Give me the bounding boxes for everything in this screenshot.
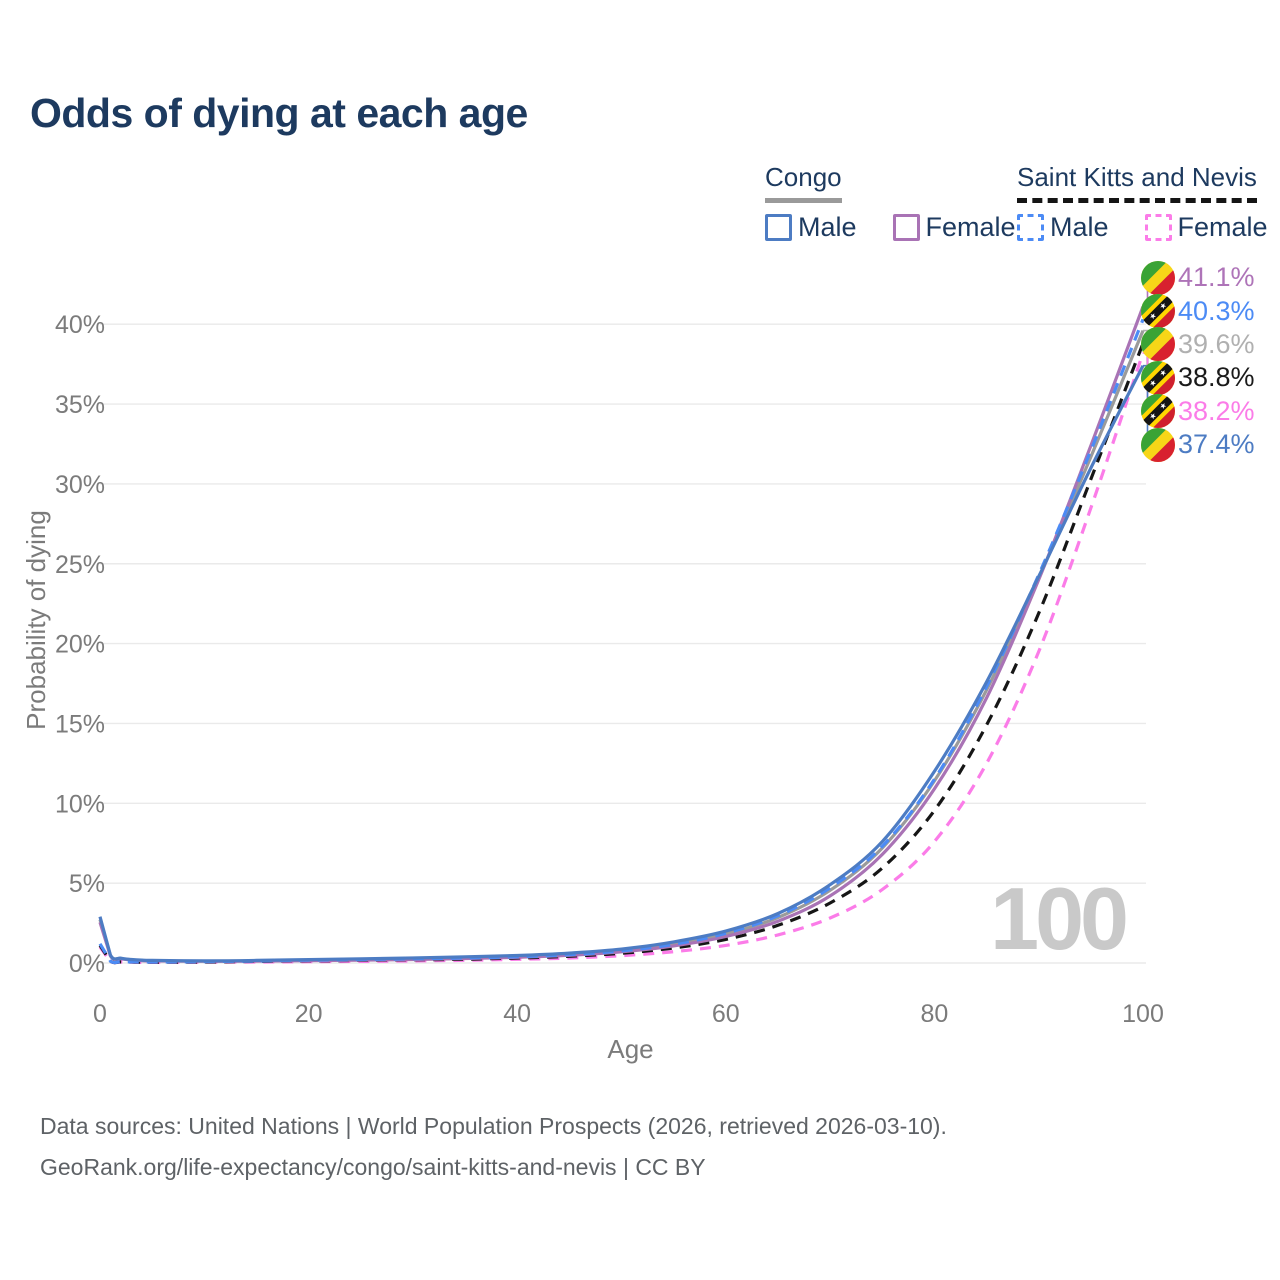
legend-label-skn-female: Female: [1177, 212, 1268, 242]
congo-flag-icon: [1141, 261, 1175, 295]
y-tick-label: 0%: [69, 950, 105, 978]
series-line-skn-both[interactable]: [98, 342, 1145, 965]
congo-male-swatch-icon: [765, 214, 792, 241]
skn-male-swatch-icon: [1017, 214, 1044, 241]
end-value-skn-female: 38.2%: [1178, 395, 1255, 426]
footer-attribution: GeoRank.org/life-expectancy/congo/saint-…: [40, 1154, 706, 1180]
legend-country-congo[interactable]: Congo: [765, 162, 842, 203]
end-value-skn-male: 40.3%: [1178, 295, 1255, 326]
series-line-skn-male[interactable]: [98, 318, 1145, 965]
x-tick-label: 100: [1122, 1000, 1164, 1028]
congo-flag-icon: [1141, 428, 1175, 462]
x-axis-title: Age: [607, 1034, 653, 1064]
end-label-row: 39.6%: [1141, 328, 1255, 361]
end-value-skn-both: 38.8%: [1178, 362, 1255, 393]
y-tick-label: 35%: [55, 391, 105, 419]
end-label-row: 40.3%: [1141, 294, 1255, 327]
saint-kitts-and-nevis-flag-icon: [1141, 361, 1175, 395]
y-tick-label: 5%: [69, 870, 105, 898]
y-tick-label: 15%: [55, 710, 105, 738]
y-axis-title: Probability of dying: [21, 510, 51, 730]
end-value-congo-female: 41.1%: [1178, 262, 1255, 293]
x-tick-label: 80: [920, 1000, 948, 1028]
legend-country-saint-kitts-and-nevis[interactable]: Saint Kitts and Nevis: [1017, 162, 1257, 203]
saint-kitts-and-nevis-flag-icon: [1141, 294, 1175, 328]
y-tick-label: 20%: [55, 631, 105, 659]
legend-item-skn-female[interactable]: Female: [1144, 212, 1268, 243]
footer: Data sources: United Nations | World Pop…: [40, 1106, 1220, 1188]
y-tick-label: 10%: [55, 790, 105, 818]
end-value-congo-both: 39.6%: [1178, 328, 1255, 359]
x-tick-label: 0: [93, 1000, 107, 1028]
x-tick-label: 60: [712, 1000, 740, 1028]
series-line-skn-female[interactable]: [98, 352, 1145, 965]
legend-group-congo: Congo Male Female: [765, 162, 1052, 243]
skn-female-swatch-icon: [1144, 214, 1172, 241]
legend-label-congo-female: Female: [925, 212, 1016, 242]
footer-data-sources: Data sources: United Nations | World Pop…: [40, 1113, 947, 1139]
end-value-labels: 41.1% 40.3% 39.6% 38.8% 38.2% 37.4%: [1141, 261, 1255, 461]
end-value-congo-male: 37.4%: [1178, 429, 1255, 460]
y-tick-label: 25%: [55, 551, 105, 579]
legend-label-skn-male: Male: [1050, 212, 1109, 242]
saint-kitts-and-nevis-flag-icon: [1141, 394, 1175, 428]
congo-female-swatch-icon: [892, 214, 920, 241]
series-line-congo-both[interactable]: [98, 329, 1145, 963]
legend-item-congo-female[interactable]: Female: [892, 212, 1016, 243]
legend-group-saint-kitts-and-nevis: Saint Kitts and Nevis Male Female: [1017, 162, 1280, 243]
page-title: Odds of dying at each age: [30, 90, 528, 136]
congo-flag-icon: [1141, 327, 1175, 361]
x-tick-label: 40: [503, 1000, 531, 1028]
y-tick-label: 40%: [55, 311, 105, 339]
legend-label-congo-male: Male: [798, 212, 857, 242]
end-label-row: 38.8%: [1141, 361, 1255, 394]
legend-item-skn-male[interactable]: Male: [1017, 212, 1109, 243]
end-label-row: 41.1%: [1141, 261, 1255, 294]
series-line-congo-male[interactable]: [98, 364, 1145, 963]
hover-age-watermark: 100: [990, 869, 1129, 968]
y-tick-label: 30%: [55, 471, 105, 499]
end-label-row: 38.2%: [1141, 395, 1255, 428]
legend-item-congo-male[interactable]: Male: [765, 212, 857, 243]
x-tick-label: 20: [295, 1000, 323, 1028]
series-line-congo-female[interactable]: [98, 306, 1145, 963]
end-label-row: 37.4%: [1141, 428, 1255, 461]
